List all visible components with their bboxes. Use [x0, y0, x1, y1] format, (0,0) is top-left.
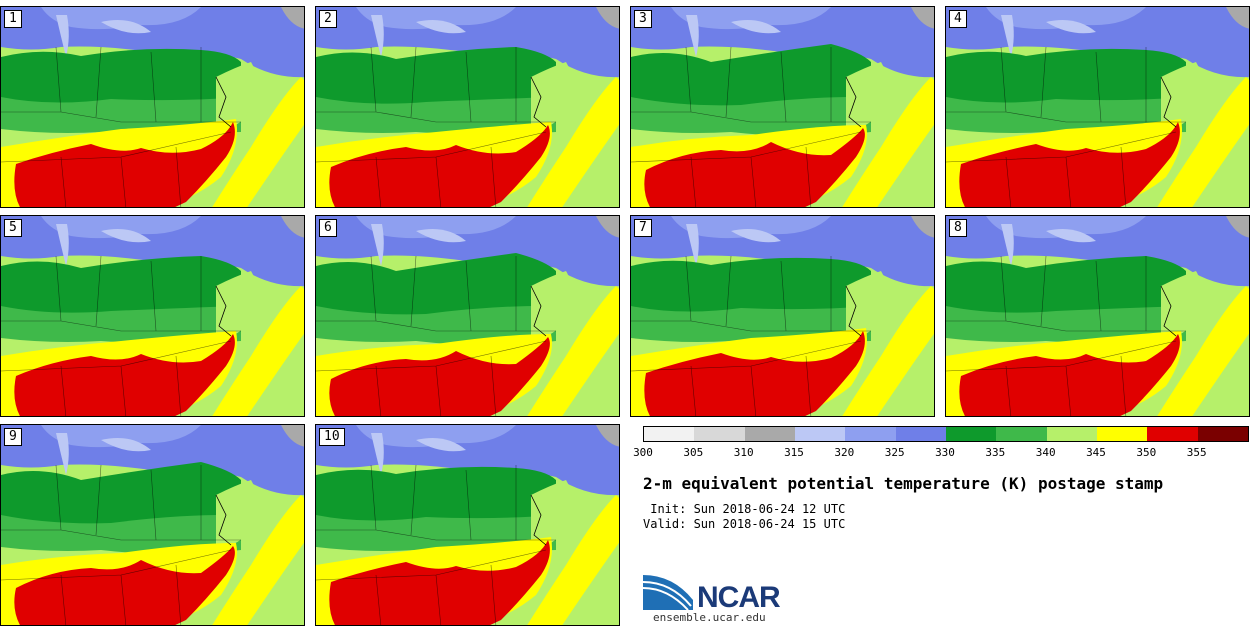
init-time: Init: Sun 2018-06-24 12 UTC — [643, 502, 846, 516]
ensemble-member-map — [946, 7, 1249, 207]
colorbar-tick-label: 355 — [1186, 446, 1207, 459]
colorbar-segment — [1046, 427, 1097, 441]
colorbar-tick-label: 350 — [1136, 446, 1157, 459]
colorbar-segment — [996, 427, 1047, 441]
colorbar — [643, 426, 1249, 442]
ensemble-member-map — [631, 7, 934, 207]
source-url: ensemble.ucar.edu — [653, 611, 766, 624]
ensemble-member-map — [1, 7, 304, 207]
figure-title: 2-m equivalent potential temperature (K)… — [643, 474, 1164, 493]
map-panel-8: 8 — [945, 215, 1250, 417]
ensemble-member-map — [631, 216, 934, 416]
panel-number-label: 8 — [949, 219, 967, 237]
colorbar-segment — [1096, 427, 1148, 441]
colorbar-tick-label: 300 — [633, 446, 653, 459]
map-panel-2: 2 — [315, 6, 620, 208]
colorbar-segment — [694, 427, 745, 441]
map-panel-9: 9 — [0, 424, 305, 626]
ncar-logo-text: NCAR — [697, 581, 781, 614]
colorbar-segment — [644, 427, 695, 441]
colorbar-tick-label: 340 — [1035, 446, 1056, 459]
colorbar-segment — [945, 427, 997, 441]
panel-number-label: 6 — [319, 219, 337, 237]
colorbar-tick-label: 315 — [784, 446, 804, 459]
map-panel-4: 4 — [945, 6, 1250, 208]
map-panel-10: 10 — [315, 424, 620, 626]
map-panel-6: 6 — [315, 215, 620, 417]
panel-number-label: 10 — [319, 428, 345, 446]
ncar-logo-icon — [643, 575, 693, 611]
colorbar-ticks: 300 305 310 315 320 325 330 335 340 345 350 355 — [633, 446, 1249, 460]
panel-number-label: 1 — [4, 10, 22, 28]
colorbar-segment — [1147, 427, 1198, 441]
colorbar-tick-label: 330 — [935, 446, 955, 459]
colorbar-tick-label: 320 — [834, 446, 855, 459]
colorbar-segment — [794, 427, 846, 441]
panel-number-label: 3 — [634, 10, 652, 28]
map-panel-3: 3 — [630, 6, 935, 208]
colorbar-tick-label: 305 — [683, 446, 704, 459]
ensemble-member-map — [316, 425, 619, 625]
ensemble-member-map — [316, 7, 619, 207]
colorbar-segment — [895, 427, 946, 441]
colorbar-tick-label: 325 — [884, 446, 905, 459]
panel-number-label: 4 — [949, 10, 967, 28]
valid-time: Valid: Sun 2018-06-24 15 UTC — [643, 517, 846, 531]
ensemble-member-map — [1, 425, 304, 625]
colorbar-segment — [744, 427, 795, 441]
map-panel-7: 7 — [630, 215, 935, 417]
colorbar-segment — [1197, 427, 1248, 441]
colorbar-tick-label: 310 — [733, 446, 754, 459]
map-panel-1: 1 — [0, 6, 305, 208]
panel-number-label: 5 — [4, 219, 22, 237]
map-panel-5: 5 — [0, 215, 305, 417]
ensemble-member-map — [1, 216, 304, 416]
panel-number-label: 9 — [4, 428, 22, 446]
colorbar-tick-label: 345 — [1086, 446, 1106, 459]
colorbar-tick-label: 335 — [985, 446, 1006, 459]
colorbar-segment — [845, 427, 896, 441]
ensemble-member-map — [946, 216, 1249, 416]
time-info: Init: Sun 2018-06-24 12 UTC Valid: Sun 2… — [643, 502, 845, 532]
ensemble-member-map — [316, 216, 619, 416]
panel-number-label: 2 — [319, 10, 337, 28]
panel-number-label: 7 — [634, 219, 652, 237]
